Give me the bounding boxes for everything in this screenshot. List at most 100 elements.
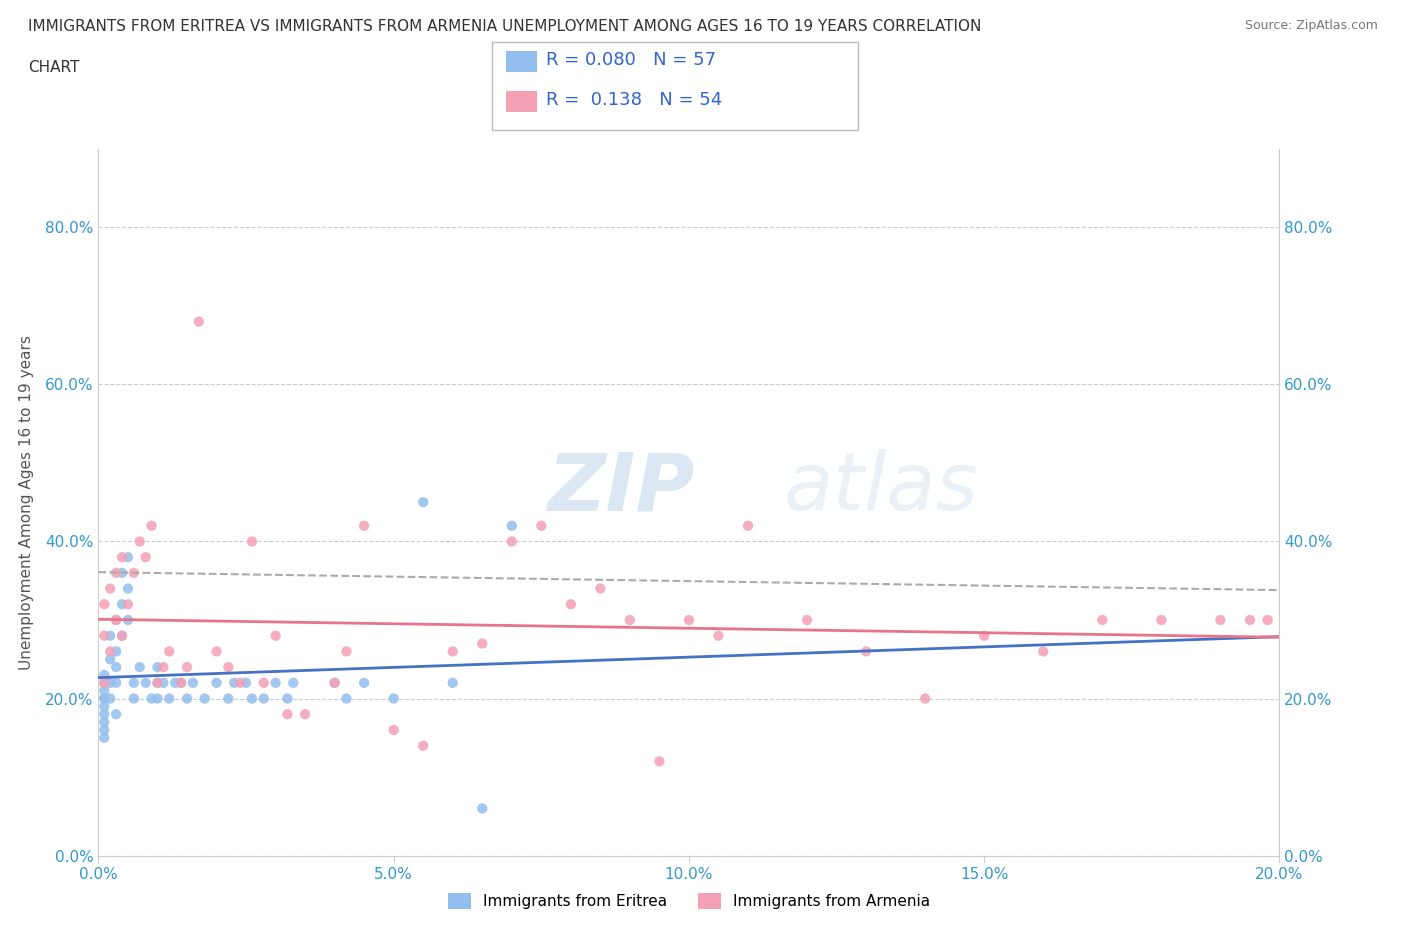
Point [353,675,375,690]
Point [353,518,375,533]
Text: CHART: CHART [28,60,80,75]
Point [117,597,139,612]
Point [128,659,150,674]
Point [105,613,128,628]
Point [157,644,180,658]
Point [412,495,434,510]
Point [93,675,115,690]
Point [855,644,877,658]
Point [1209,613,1232,628]
Text: Source: ZipAtlas.com: Source: ZipAtlas.com [1244,19,1378,32]
Point [105,565,128,580]
Point [217,659,239,674]
Point [253,675,276,690]
Point [152,659,174,674]
Point [111,597,134,612]
Point [128,534,150,549]
Point [105,644,128,658]
Point [93,668,115,683]
Point [141,691,163,706]
Point [205,675,228,690]
Point [93,723,115,737]
Point [152,675,174,690]
Point [253,691,276,706]
Point [707,629,730,644]
Point [117,613,139,628]
Point [240,534,263,549]
Point [217,691,239,706]
Point [111,565,134,580]
Text: atlas: atlas [783,449,979,527]
Point [117,581,139,596]
Point [560,597,582,612]
Point [146,691,169,706]
Point [181,675,204,690]
Point [229,675,252,690]
Legend: Immigrants from Eritrea, Immigrants from Armenia: Immigrants from Eritrea, Immigrants from… [441,887,936,915]
Point [501,518,523,533]
Point [382,691,405,706]
Text: R = 0.080   N = 57: R = 0.080 N = 57 [546,51,716,70]
Point [235,675,257,690]
Point [678,613,700,628]
Point [973,629,995,644]
Point [93,714,115,729]
Y-axis label: Unemployment Among Ages 16 to 19 years: Unemployment Among Ages 16 to 19 years [18,335,34,670]
Point [93,684,115,698]
Point [264,675,287,690]
Point [205,644,228,658]
Text: IMMIGRANTS FROM ERITREA VS IMMIGRANTS FROM ARMENIA UNEMPLOYMENT AMONG AGES 16 TO: IMMIGRANTS FROM ERITREA VS IMMIGRANTS FR… [28,19,981,33]
Point [98,581,121,596]
Point [93,730,115,745]
Point [122,565,145,580]
Point [135,675,157,690]
Point [441,675,464,690]
Point [471,801,494,816]
Point [441,644,464,658]
Point [93,707,115,722]
Point [98,675,121,690]
Point [111,629,134,644]
Point [1091,613,1114,628]
Point [264,629,287,644]
Point [914,691,936,706]
Point [117,550,139,565]
Point [93,629,115,644]
Point [276,707,298,722]
Point [105,707,128,722]
Point [471,636,494,651]
Point [501,534,523,549]
Point [98,691,121,706]
Point [176,659,198,674]
Point [194,691,217,706]
Point [146,659,169,674]
Point [105,675,128,690]
Point [93,675,115,690]
Point [141,518,163,533]
Point [105,659,128,674]
Point [323,675,346,690]
Point [530,518,553,533]
Point [412,738,434,753]
Point [240,691,263,706]
Point [93,597,115,612]
Point [382,723,405,737]
Point [589,581,612,596]
Point [146,675,169,690]
Point [1257,613,1279,628]
Text: R =  0.138   N = 54: R = 0.138 N = 54 [546,91,721,110]
Text: ZIP: ZIP [547,449,695,527]
Point [335,644,357,658]
Point [323,675,346,690]
Point [737,518,759,533]
Point [648,754,671,769]
Point [224,675,246,690]
Point [1032,644,1054,658]
Point [176,691,198,706]
Point [98,652,121,667]
Point [1239,613,1261,628]
Point [146,675,169,690]
Point [157,691,180,706]
Point [1150,613,1173,628]
Point [93,691,115,706]
